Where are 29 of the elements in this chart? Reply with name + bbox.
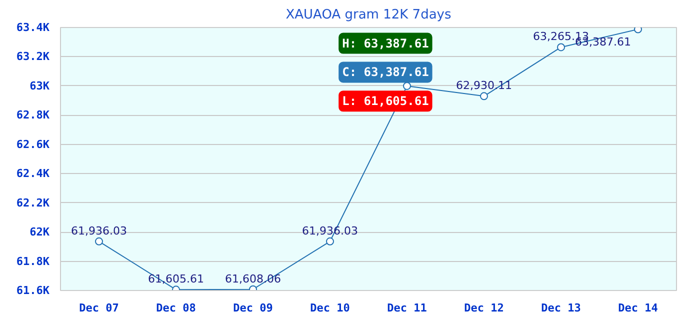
- point: [480, 92, 488, 100]
- data-label: 61,936.03: [71, 224, 127, 238]
- x-tick-label: Dec 09: [233, 302, 273, 314]
- point: [403, 82, 411, 90]
- annotation: H: 63,387.61: [342, 36, 429, 50]
- x-tick-label: Dec 10: [310, 302, 350, 314]
- y-tick-label: 62.8K: [16, 108, 50, 122]
- chart-title: XAUAOA gram 12K 7days: [286, 8, 452, 22]
- x-tick-label: Dec 11: [387, 302, 428, 314]
- point: [95, 237, 103, 246]
- y-tick-label: 63.2K: [16, 50, 50, 64]
- point: [634, 28, 642, 34]
- y-tick-label: 62.4K: [16, 167, 50, 180]
- point: [557, 43, 565, 52]
- x-tick-label: Dec 13: [541, 302, 581, 314]
- annotation: C: 63,387.61: [342, 65, 429, 80]
- point: [326, 237, 334, 246]
- y-tick-label: 61.8K: [16, 254, 50, 268]
- y-tick-label: 62K: [30, 226, 50, 239]
- y-tick-label: 62.2K: [16, 196, 50, 210]
- y-tick-label: 63.4K: [16, 21, 50, 34]
- y-tick-label: 61.6K: [16, 284, 50, 297]
- y-tick-label: 62.6K: [16, 138, 50, 151]
- y-tick-label: 63K: [30, 79, 50, 92]
- x-tick-label: Dec 12: [464, 302, 504, 314]
- x-tick-label: Dec 14: [618, 302, 658, 314]
- x-tick-label: Dec 07: [79, 302, 119, 314]
- x-tick-label: Dec 08: [156, 302, 196, 314]
- annotation: L: 61,605.61: [342, 94, 429, 108]
